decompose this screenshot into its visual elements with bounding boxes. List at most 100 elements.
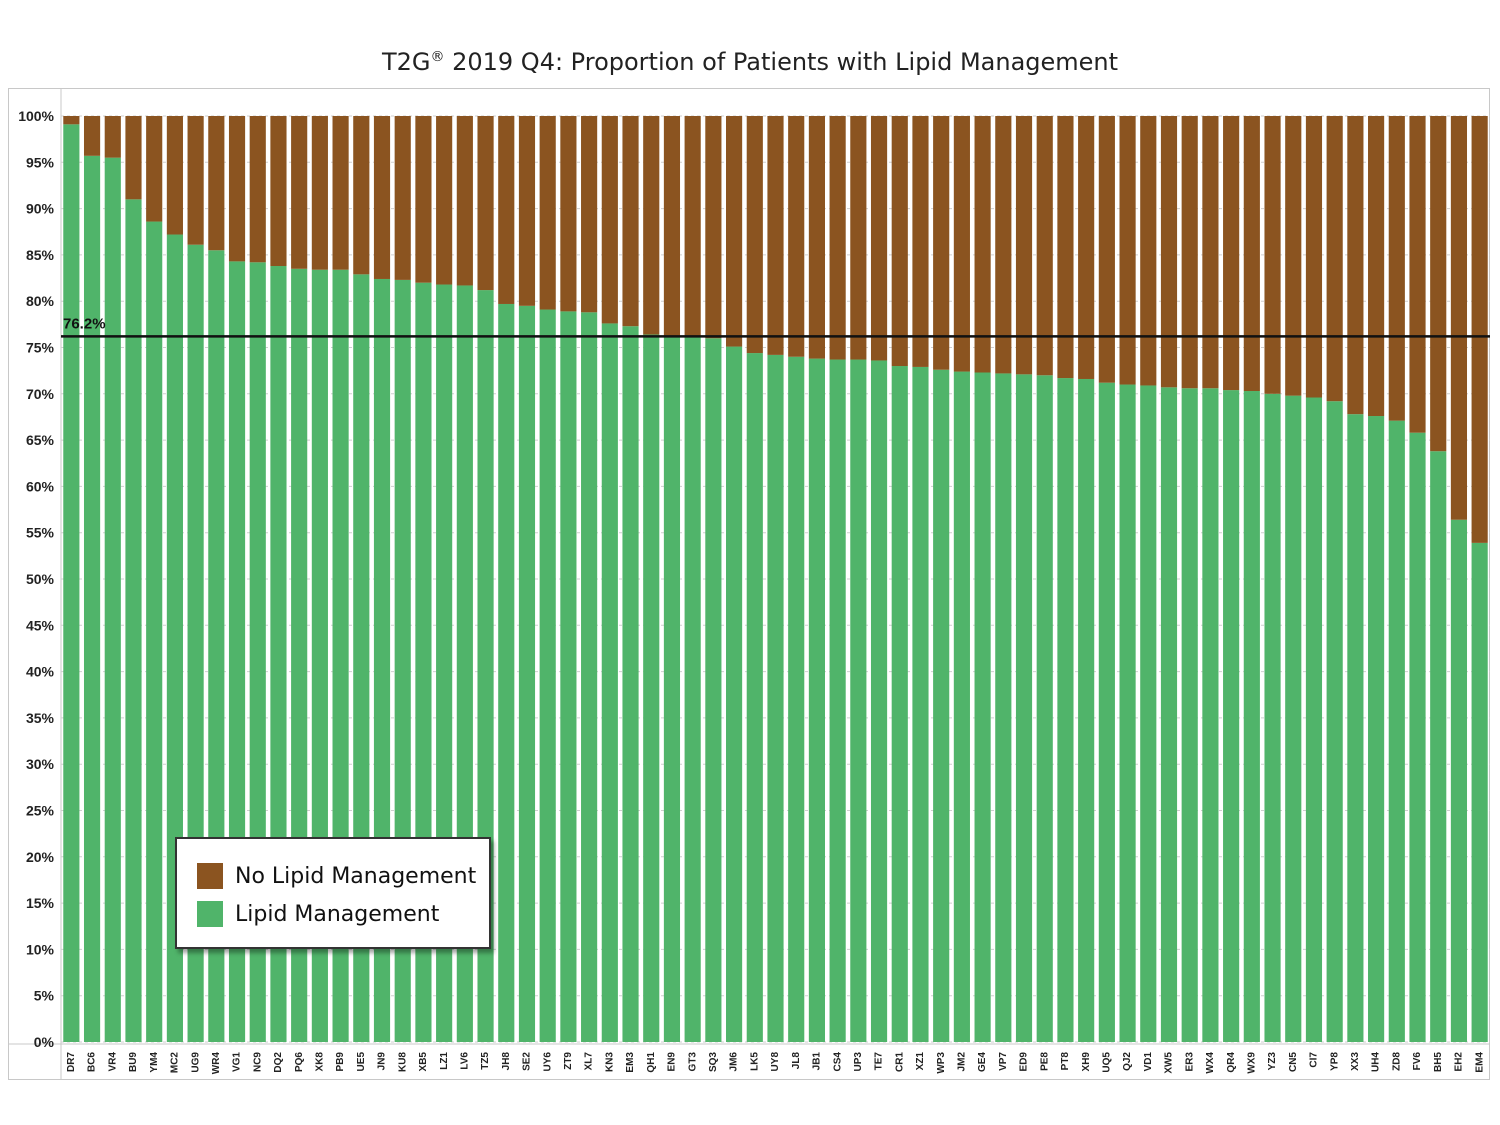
bar-no-lipid-management (394, 116, 411, 280)
bar-no-lipid-management (208, 116, 225, 251)
reference-line-label: 76.2% (63, 315, 106, 332)
bar-no-lipid-management (498, 116, 515, 304)
x-tick-label: EN9 (667, 1052, 678, 1072)
bar-lipid-management (808, 358, 825, 1042)
bar-no-lipid-management (146, 116, 163, 222)
x-tick-label: XZ1 (915, 1052, 926, 1071)
x-tick-label: ER3 (1184, 1052, 1195, 1072)
bar-lipid-management (63, 124, 80, 1043)
x-tick-label: PB9 (335, 1052, 346, 1072)
y-tick-label: 90% (26, 201, 55, 217)
x-tick-label: UY6 (542, 1052, 553, 1072)
y-tick-label: 85% (26, 247, 55, 263)
x-tick-label: BC6 (87, 1052, 98, 1072)
bar-no-lipid-management (767, 116, 784, 355)
bar-no-lipid-management (1036, 116, 1053, 376)
registered-mark: ® (430, 49, 445, 65)
bar-no-lipid-management (1078, 116, 1095, 379)
x-tick-label: SE2 (522, 1052, 533, 1071)
x-tick-label: KU8 (397, 1052, 408, 1072)
x-tick-label: LV6 (459, 1052, 470, 1070)
y-tick-label: 75% (26, 340, 55, 356)
bar-lipid-management (705, 338, 722, 1042)
x-tick-label: UP3 (853, 1052, 864, 1072)
y-tick-label: 35% (26, 710, 55, 726)
bar-no-lipid-management (788, 116, 805, 357)
x-tick-label: CR1 (894, 1052, 905, 1072)
x-tick-label: SQ3 (708, 1052, 719, 1072)
x-tick-label: LK5 (749, 1052, 760, 1071)
bar-no-lipid-management (270, 116, 287, 267)
bar-lipid-management (726, 346, 743, 1043)
bar-lipid-management (767, 354, 784, 1043)
bar-no-lipid-management (291, 116, 308, 269)
x-tick-label: XB5 (418, 1052, 429, 1072)
x-tick-label: YM4 (149, 1052, 160, 1073)
bar-lipid-management (1285, 395, 1302, 1043)
x-tick-label: EM4 (1474, 1052, 1485, 1073)
bar-lipid-management (1181, 388, 1198, 1042)
bar-no-lipid-management (1388, 116, 1405, 421)
bar-lipid-management (1015, 374, 1033, 1042)
y-tick-label: 45% (26, 617, 55, 633)
bar-lipid-management (663, 337, 681, 1043)
x-tick-label: YZ3 (1267, 1052, 1278, 1071)
bar-lipid-management (539, 309, 556, 1042)
bar-no-lipid-management (456, 116, 473, 286)
bar-no-lipid-management (663, 116, 681, 338)
bar-no-lipid-management (63, 116, 80, 125)
x-tick-label: QJ2 (1122, 1052, 1133, 1071)
x-tick-label: FV6 (1412, 1052, 1423, 1071)
bar-lipid-management (1243, 391, 1260, 1043)
x-tick-label: PE8 (1039, 1052, 1050, 1071)
x-tick-label: KN3 (604, 1052, 615, 1072)
chart-frame (8, 88, 1490, 1080)
x-tick-label: JB1 (812, 1052, 823, 1071)
bar-lipid-management (1057, 378, 1074, 1043)
bar-lipid-management (1368, 416, 1385, 1042)
y-tick-label: 20% (26, 849, 55, 865)
bar-lipid-management (1450, 519, 1468, 1042)
y-tick-label: 30% (26, 756, 55, 772)
bar-lipid-management (912, 366, 929, 1042)
x-tick-label: CI7 (1309, 1052, 1320, 1068)
bar-no-lipid-management (539, 116, 556, 310)
bar-lipid-management (643, 334, 660, 1042)
x-tick-label: XH9 (1081, 1052, 1092, 1072)
x-tick-label: UQ5 (1102, 1052, 1113, 1073)
bar-no-lipid-management (477, 116, 494, 291)
bar-no-lipid-management (1450, 116, 1468, 520)
bar-no-lipid-management (1223, 116, 1240, 391)
bar-no-lipid-management (1471, 116, 1488, 543)
x-tick-label: CS4 (832, 1052, 843, 1072)
bar-no-lipid-management (332, 116, 349, 270)
bar-no-lipid-management (187, 116, 204, 245)
bar-lipid-management (1140, 385, 1157, 1042)
x-tick-label: DQ2 (273, 1052, 284, 1073)
bar-lipid-management (933, 369, 950, 1042)
bar-lipid-management (953, 371, 970, 1042)
bar-no-lipid-management (601, 116, 618, 324)
bar-no-lipid-management (1140, 116, 1157, 386)
y-tick-label: 10% (26, 941, 55, 957)
x-tick-label: VP7 (998, 1052, 1009, 1071)
chart-title: T2G® 2019 Q4: Proportion of Patients wit… (0, 48, 1500, 76)
y-tick-label: 0% (34, 1034, 55, 1050)
bar-lipid-management (560, 311, 577, 1042)
bar-lipid-management (146, 221, 163, 1043)
legend-item-lipid: Lipid Management (197, 899, 439, 929)
bar-lipid-management (1202, 388, 1219, 1042)
bar-no-lipid-management (870, 116, 888, 361)
legend-item-no-lipid: No Lipid Management (197, 861, 476, 891)
bar-no-lipid-management (125, 116, 142, 200)
y-tick-label: 65% (26, 432, 55, 448)
legend-swatch-lipid (197, 901, 223, 927)
bar-lipid-management (125, 199, 142, 1043)
bar-no-lipid-management (1409, 116, 1426, 433)
x-tick-label: QH1 (646, 1052, 657, 1073)
bar-no-lipid-management (311, 116, 328, 270)
x-tick-label: UH4 (1371, 1052, 1382, 1072)
y-tick-label: 50% (26, 571, 55, 587)
bar-no-lipid-management (726, 116, 743, 347)
x-tick-label: WX4 (1205, 1052, 1216, 1074)
